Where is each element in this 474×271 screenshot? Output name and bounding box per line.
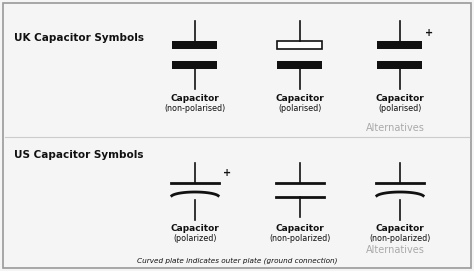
- Text: UK Capacitor Symbols: UK Capacitor Symbols: [14, 33, 144, 43]
- Text: Capacitor: Capacitor: [275, 224, 324, 233]
- Text: Capacitor: Capacitor: [375, 224, 424, 233]
- Bar: [277, 41, 322, 49]
- Text: Alternatives: Alternatives: [365, 123, 424, 133]
- Bar: [277, 61, 322, 69]
- Text: (polarised): (polarised): [278, 104, 322, 113]
- Text: (non-polarised): (non-polarised): [164, 104, 226, 113]
- Text: US Capacitor Symbols: US Capacitor Symbols: [14, 150, 144, 160]
- Bar: [377, 41, 422, 49]
- Bar: [377, 61, 422, 69]
- Text: Capacitor: Capacitor: [171, 94, 219, 103]
- Text: (polarised): (polarised): [378, 104, 422, 113]
- Text: Curved plate indicates outer plate (ground connection): Curved plate indicates outer plate (grou…: [137, 258, 337, 264]
- Text: (polarized): (polarized): [173, 234, 217, 243]
- Text: (non-polarized): (non-polarized): [369, 234, 431, 243]
- Bar: [173, 61, 218, 69]
- Text: Capacitor: Capacitor: [375, 94, 424, 103]
- Text: Alternatives: Alternatives: [365, 245, 424, 255]
- Text: (non-polarized): (non-polarized): [269, 234, 331, 243]
- Text: Capacitor: Capacitor: [275, 94, 324, 103]
- Bar: [173, 41, 218, 49]
- Text: +: +: [426, 28, 434, 38]
- Text: +: +: [223, 168, 231, 178]
- Text: Capacitor: Capacitor: [171, 224, 219, 233]
